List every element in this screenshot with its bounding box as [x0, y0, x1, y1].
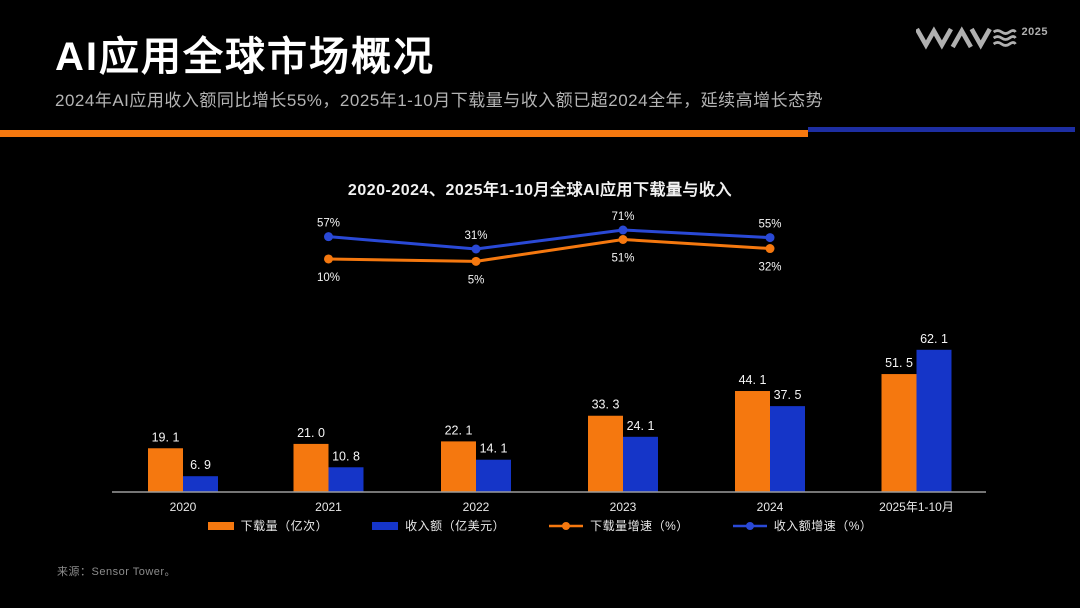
bar-label-revenue-2022: 14. 1 [480, 442, 508, 456]
bar-revenue-2021 [328, 467, 364, 492]
legend-item-revenue-growth: 收入额增速（%） [732, 517, 873, 534]
wave-wordmark-icon [916, 26, 1017, 50]
bar-downloads-2023 [588, 415, 623, 492]
x-axis-label-2025年1-10月: 2025年1-10月 [879, 500, 954, 514]
bar-downloads-2022 [441, 441, 476, 492]
bar-label-downloads-2022: 22. 1 [445, 423, 473, 437]
line-point-2021 [324, 254, 333, 264]
x-axis-label-2020: 2020 [170, 500, 197, 514]
bar-label-revenue-2020: 6. 9 [190, 458, 211, 472]
legend-label: 下载量增速（%） [590, 519, 689, 533]
bar-revenue-2020 [183, 476, 218, 492]
bar-label-downloads-2024: 44. 1 [739, 373, 767, 387]
legend-bar-swatch-icon [207, 521, 234, 530]
x-axis-label-2022: 2022 [463, 500, 490, 514]
chart-legend: 下载量（亿次） 收入额（亿美元） 下载量增速（%） 收入额增速（%） [0, 517, 1080, 534]
bar-label-revenue-2025年1-10月: 62. 1 [920, 332, 948, 346]
bar-label-downloads-2023: 33. 3 [592, 398, 620, 412]
line-label-57%: 57% [317, 218, 340, 230]
legend-item-downloads-growth: 下载量增速（%） [549, 517, 689, 534]
line-point-2024 [765, 233, 775, 243]
line-revenue-growth [328, 228, 771, 251]
divider-blue [808, 127, 1075, 132]
legend-line-swatch-icon [732, 521, 767, 530]
bar-revenue-2024 [770, 406, 805, 492]
bar-label-revenue-2023: 24. 1 [627, 419, 655, 433]
bar-downloads-2025年1-10月 [881, 374, 917, 492]
legend-line-swatch-icon [549, 521, 584, 530]
bar-revenue-2022 [476, 459, 511, 492]
bar-label-revenue-2024: 37. 5 [774, 388, 802, 402]
line-point-2022 [471, 256, 481, 266]
x-axis-label-2024: 2024 [757, 500, 784, 514]
source-note: 来源：Sensor Tower。 [57, 566, 177, 578]
bar-label-downloads-2021: 21. 0 [297, 426, 325, 440]
legend-item-revenue: 收入额（亿美元） [372, 517, 505, 534]
bar-revenue-2025年1-10月 [916, 349, 952, 492]
divider-orange [0, 130, 808, 137]
legend-label: 收入额增速（%） [773, 519, 873, 533]
line-point-2023 [618, 225, 628, 235]
line-label-31%: 31% [464, 230, 487, 242]
page-title: AI应用全球市场概况 [55, 35, 435, 79]
bar-downloads-2021 [293, 443, 329, 492]
bar-label-downloads-2020: 19. 1 [152, 430, 180, 444]
logo-year: 2025 [1021, 26, 1048, 38]
legend-label: 收入额（亿美元） [405, 519, 506, 533]
line-label-71%: 71% [611, 211, 634, 223]
line-point-2022 [471, 244, 481, 254]
line-label-10%: 10% [317, 272, 340, 284]
legend-bar-swatch-icon [372, 521, 399, 530]
bar-revenue-2023 [623, 436, 658, 492]
line-label-32%: 32% [758, 262, 781, 274]
line-point-2023 [618, 235, 628, 244]
line-label-51%: 51% [611, 253, 634, 265]
line-label-5%: 5% [468, 274, 485, 286]
line-downloads-growth [328, 237, 771, 263]
legend-item-downloads: 下载量（亿次） [207, 517, 329, 534]
bar-downloads-2024 [735, 391, 770, 492]
x-axis-label-2023: 2023 [610, 500, 637, 514]
line-point-2024 [765, 244, 775, 254]
bar-downloads-2020 [148, 448, 183, 492]
bar-label-downloads-2025年1-10月: 51. 5 [885, 356, 913, 370]
wave-logo: 2025 [916, 26, 1048, 56]
line-label-55%: 55% [758, 219, 781, 231]
bar-label-revenue-2021: 10. 8 [332, 449, 360, 463]
line-point-2021 [324, 232, 333, 242]
slide-subtitle: 2024年AI应用收入额同比增长55%，2025年1-10月下载量与收入额已超2… [55, 91, 824, 110]
chart-title: 2020-2024、2025年1-10月全球AI应用下载量与收入 [347, 182, 733, 199]
legend-label: 下载量（亿次） [240, 519, 329, 533]
x-axis-label-2021: 2021 [315, 500, 342, 514]
